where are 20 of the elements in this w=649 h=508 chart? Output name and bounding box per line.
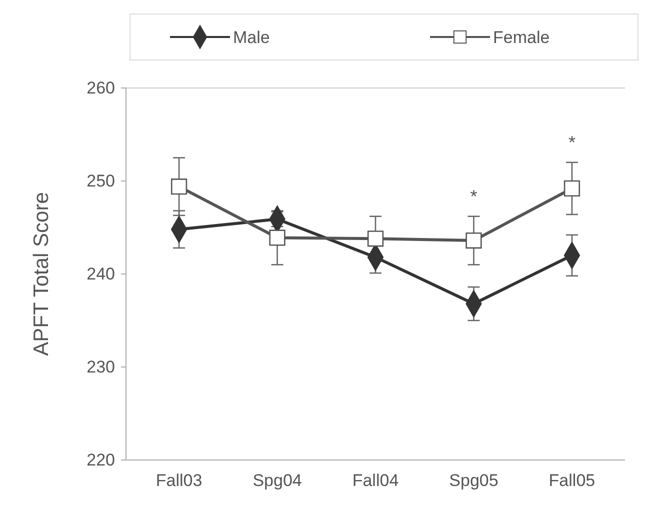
y-tick-label: 250	[86, 171, 115, 190]
x-tick-label: Fall05	[548, 471, 596, 490]
annotation: *	[568, 132, 576, 152]
y-tick-label: 260	[86, 78, 115, 98]
point	[170, 178, 188, 195]
point	[367, 230, 384, 247]
point	[269, 230, 286, 246]
x-tick-label: Fall04	[352, 471, 399, 490]
x-tick-label: Spg04	[252, 471, 302, 490]
point	[466, 232, 482, 249]
legend-label: Female	[493, 28, 550, 47]
y-tick-label: 220	[86, 450, 115, 470]
y-axis-title: APFT Total Score	[30, 192, 53, 356]
legend-label: Male	[233, 28, 270, 47]
annotation: *	[470, 186, 478, 206]
y-tick-label: 230	[86, 357, 115, 376]
point	[564, 180, 580, 197]
x-tick-label: Fall03	[156, 471, 202, 490]
x-tick-label: Spg05	[449, 471, 498, 490]
y-tick-label: 240	[86, 264, 115, 284]
